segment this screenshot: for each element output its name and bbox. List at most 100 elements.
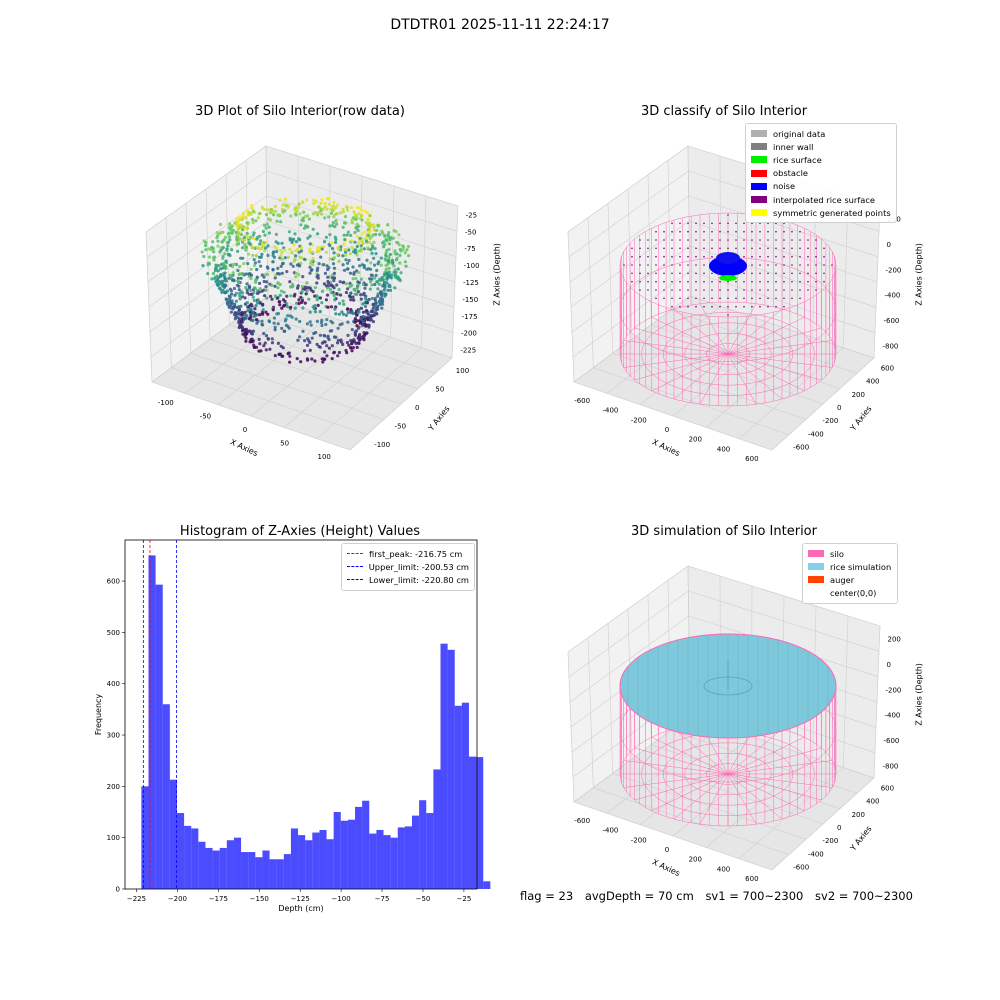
p4-x-tick: -400 xyxy=(602,827,618,835)
p2-x-axis-label: X Axies xyxy=(651,437,682,458)
legend-item: obstacle xyxy=(751,167,891,180)
p3-x-axis-label: Depth (cm) xyxy=(278,904,323,913)
p1-z-tick: -50 xyxy=(465,228,476,236)
p3-x-tick: −200 xyxy=(168,895,187,903)
histogram-bar xyxy=(362,800,370,889)
p2-x-tick: 200 xyxy=(689,436,702,444)
histogram-bar xyxy=(312,832,320,889)
p2-x-tick: -600 xyxy=(574,397,590,405)
p1-x-tick: -100 xyxy=(158,399,174,407)
p4-y-tick: 600 xyxy=(881,785,894,793)
panel4-3d-simulation: -600-400-2000200400600-600-400-200020040… xyxy=(567,565,923,883)
p2-x-tick: -200 xyxy=(631,416,647,424)
p2-z-tick: -800 xyxy=(883,342,899,350)
histogram-bar xyxy=(440,643,448,889)
p2-y-tick: -600 xyxy=(793,443,809,451)
sv2-text: sv2 = 700~2300 xyxy=(815,889,913,903)
histogram-bar xyxy=(319,829,327,889)
histogram-bar xyxy=(226,840,234,889)
histogram-bar xyxy=(412,815,420,889)
p3-plot-frame xyxy=(124,539,478,890)
legend-swatch xyxy=(808,563,824,571)
legend-label: original data xyxy=(773,128,826,139)
legend-item: silo xyxy=(808,547,892,560)
p2-y-tick: 0 xyxy=(837,404,841,412)
p2-z-tick: 0 xyxy=(887,241,891,249)
legend-item: interpolated rice surface xyxy=(751,193,891,206)
histogram-bar xyxy=(262,850,270,889)
legend-swatch xyxy=(751,182,767,190)
p4-y-tick: -400 xyxy=(808,850,824,858)
p2-y-tick: 400 xyxy=(866,378,879,386)
p1-y-tick: 0 xyxy=(415,404,419,412)
histogram-bar xyxy=(390,837,398,889)
panel2-3d-classify: -600-400-2000200400600-600-400-200020040… xyxy=(567,145,923,463)
p1-z-tick: -225 xyxy=(460,347,476,355)
p1-z-tick: -125 xyxy=(463,279,479,287)
histogram-bar xyxy=(233,837,242,889)
p4-z-tick: -200 xyxy=(886,686,902,694)
legend-item: Upper_limit: -200.53 cm xyxy=(347,560,469,573)
p1-y-tick: 100 xyxy=(456,367,469,375)
p3-x-tick: −50 xyxy=(416,895,431,903)
legend-label: rice surface xyxy=(773,154,822,165)
histogram-bar xyxy=(419,800,427,889)
p3-y-tick: 300 xyxy=(107,732,120,740)
histogram-bar xyxy=(426,813,434,889)
legend-item: original data xyxy=(751,127,891,140)
legend-label: obstacle xyxy=(773,168,808,179)
p4-z-tick: -400 xyxy=(885,712,901,720)
histogram-bar xyxy=(454,705,462,889)
p2-y-tick: 600 xyxy=(881,365,894,373)
legend-swatch xyxy=(751,209,767,217)
histogram-bar xyxy=(468,756,477,889)
p1-point-cloud xyxy=(200,196,411,364)
histogram-bar xyxy=(212,850,220,889)
p4-z-tick: -800 xyxy=(883,762,899,770)
p1-y-tick: -50 xyxy=(395,422,406,430)
p1-y-tick: 50 xyxy=(435,386,444,394)
p4-x-tick: 400 xyxy=(717,865,730,873)
histogram-bar xyxy=(283,854,291,889)
p4-y-tick: 0 xyxy=(837,824,841,832)
p1-z-tick: -200 xyxy=(461,330,477,338)
legend-swatch xyxy=(347,579,363,581)
histogram-bar xyxy=(298,835,306,889)
p2-rice-surface-points xyxy=(719,275,737,281)
histogram-bar xyxy=(176,813,185,889)
p1-z-axis-label: Z Axies (Depth) xyxy=(492,243,501,306)
p2-y-tick: -400 xyxy=(808,430,824,438)
legend-label: interpolated rice surface xyxy=(773,194,876,205)
histogram-bar xyxy=(333,812,341,889)
legend-swatch xyxy=(347,553,363,555)
histogram-bar xyxy=(191,828,199,889)
histogram-bar xyxy=(198,841,206,889)
legend-item: rice simulation xyxy=(808,560,892,573)
p1-x-tick: 0 xyxy=(243,426,247,434)
p3-y-tick: 400 xyxy=(107,680,120,688)
histogram-bar xyxy=(248,852,256,889)
p2-x-tick: 0 xyxy=(665,426,669,434)
p2-z-axis-label: Z Axies (Depth) xyxy=(914,243,923,306)
legend-item: first_peak: -216.75 cm xyxy=(347,547,469,560)
p3-y-tick: 200 xyxy=(107,783,120,791)
p4-y-tick: 400 xyxy=(866,798,879,806)
legend-label: noise xyxy=(773,181,796,192)
histogram-bar xyxy=(461,702,469,889)
p4-x-tick: 200 xyxy=(689,856,702,864)
panel4-title: 3D simulation of Silo Interior xyxy=(631,524,817,539)
legend-label: inner wall xyxy=(773,141,814,152)
p4-y-axis-label: Y Axies xyxy=(848,824,874,853)
legend-item: symmetric generated points xyxy=(751,206,891,219)
p3-x-tick: −150 xyxy=(250,895,269,903)
p3-y-tick: 500 xyxy=(107,629,120,637)
p1-z-tick: -100 xyxy=(464,262,480,270)
legend-label: Lower_limit: -220.80 cm xyxy=(369,574,469,585)
histogram-bar xyxy=(347,819,356,889)
footer-stats: flag = 23 avgDepth = 70 cm sv1 = 700~230… xyxy=(520,889,921,903)
histogram-bar xyxy=(141,786,149,889)
p1-x-tick: -50 xyxy=(200,412,211,420)
histogram-bar xyxy=(148,555,156,889)
p4-x-tick: 0 xyxy=(665,846,669,854)
flag-text: flag = 23 xyxy=(520,889,574,903)
